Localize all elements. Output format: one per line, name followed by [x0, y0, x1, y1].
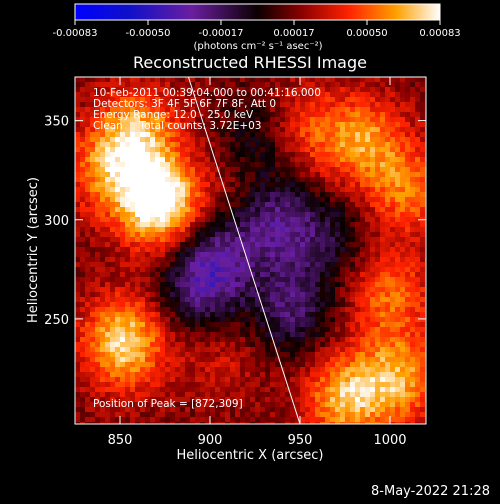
- footer-date: 8-May-2022 21:28: [371, 484, 490, 499]
- y-tick-label: 300: [44, 214, 69, 229]
- colorbar-tick-label: -0.00050: [126, 28, 171, 39]
- colorbar-tick-labels: -0.00083 -0.00050 -0.00017 0.00017 0.00050 0.…: [53, 28, 461, 39]
- chart-title: Reconstructed RHESSI Image: [133, 53, 367, 72]
- annotation-peak-position: Position of Peak = [872,309]: [93, 398, 243, 410]
- y-axis-title: Heliocentric Y (arcsec): [26, 177, 41, 323]
- y-tick-label: 350: [44, 115, 69, 130]
- x-tick-label: 850: [108, 433, 133, 448]
- y-tick-label: 250: [44, 313, 69, 328]
- colorbar: [75, 4, 440, 20]
- annotation-clean-counts: Clean Total counts: 3.72E+03: [93, 120, 262, 132]
- x-tick-label: 900: [198, 433, 223, 448]
- colorbar-ticks: [75, 20, 440, 25]
- colorbar-tick-label: -0.00017: [199, 28, 244, 39]
- x-tick-label: 950: [288, 433, 313, 448]
- colorbar-tick-label: 0.00083: [419, 28, 460, 39]
- x-tick-label: 1000: [373, 433, 406, 448]
- colorbar-tick-label: 0.00050: [346, 28, 387, 39]
- colorbar-unit-label: (photons cm⁻² s⁻¹ asec⁻²): [193, 41, 322, 52]
- colorbar-tick-label: -0.00083: [53, 28, 98, 39]
- colorbar-tick-label: 0.00017: [273, 28, 314, 39]
- x-axis-title: Heliocentric X (arcsec): [177, 448, 324, 463]
